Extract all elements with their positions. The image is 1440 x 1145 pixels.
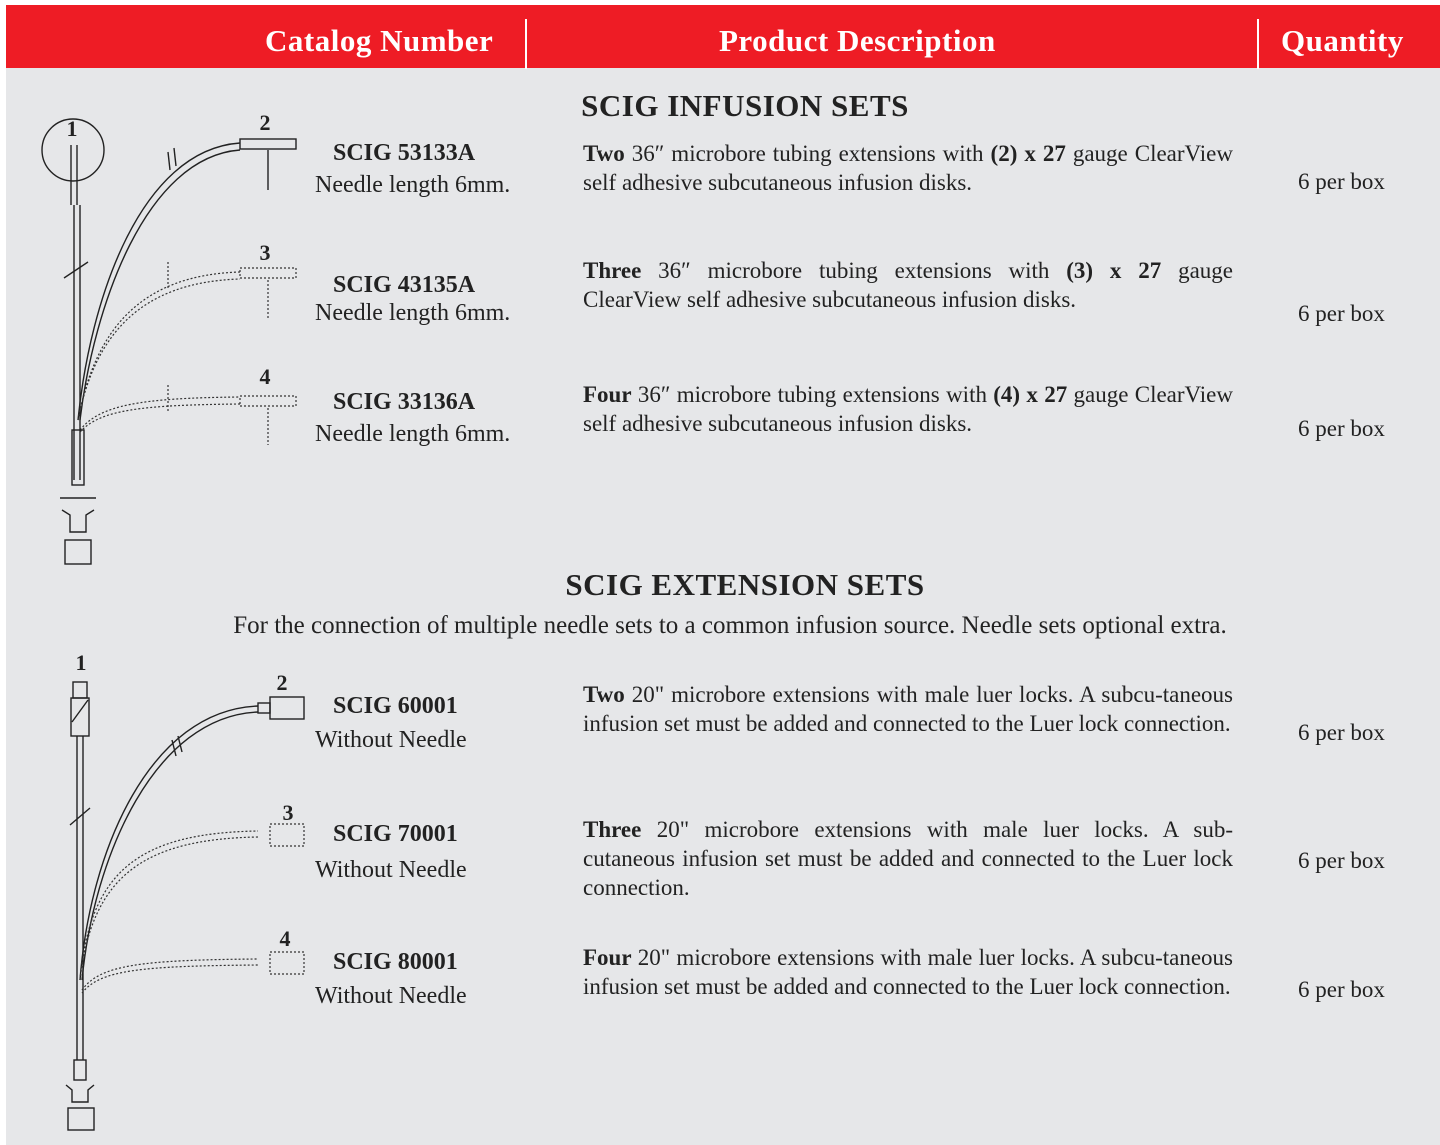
quantity: 6 per box: [1298, 848, 1385, 873]
column-header: Catalog Number: [265, 23, 494, 58]
column-header: Quantity: [1281, 23, 1404, 58]
catalog-note: Without Needle: [315, 983, 467, 1009]
diagram-label: 4: [260, 364, 271, 389]
description: Three 36″ microbore tubing extensions wi…: [583, 256, 1233, 314]
description-text: gauge ClearView self adhesive subcutaneo…: [583, 258, 1233, 312]
description-text: 20" microbore extensions with male luer …: [583, 817, 1233, 900]
diagram-label: 1: [67, 116, 78, 141]
separator: [525, 19, 527, 69]
description-text: Two: [583, 141, 625, 166]
quantity: 6 per box: [1298, 977, 1385, 1002]
diagram-label: 1: [76, 650, 87, 675]
description-text: 36″ microbore tubing extensions with: [641, 258, 1067, 283]
diagram-label: 2: [277, 670, 288, 695]
catalog-number: SCIG 33136A: [333, 389, 476, 415]
quantity: 6 per box: [1298, 169, 1385, 194]
separator: [1257, 19, 1259, 69]
description-text: gauge ClearView self adhesive subcutaneo…: [583, 141, 1233, 195]
description-text: Four: [583, 945, 632, 970]
catalog-note: Needle length 6mm.: [315, 421, 511, 447]
extension-diagram: [65, 681, 305, 1131]
description-text: gauge ClearView self adhesive subcutaneo…: [583, 382, 1233, 436]
catalog-note: Needle length 6mm.: [315, 300, 511, 326]
catalog-number: SCIG 43135A: [333, 272, 476, 298]
description-text: 20" microbore extensions with male luer …: [583, 682, 1233, 736]
infusion-diagram: [41, 118, 297, 565]
diagram-label: 2: [260, 110, 271, 135]
quantity: 6 per box: [1298, 301, 1385, 326]
catalog-note: Needle length 6mm.: [315, 172, 511, 198]
description: Four 36″ microbore tubing extensions wit…: [583, 380, 1233, 438]
description: Two 36″ microbore tubing extensions with…: [583, 139, 1233, 197]
diagram-label: 3: [283, 800, 294, 825]
description-text: 36″ microbore tubing extensions with: [631, 382, 994, 407]
description-text: (3) x 27: [1066, 258, 1162, 283]
catalog-number: SCIG 80001: [333, 949, 458, 975]
description-text: Two: [583, 682, 625, 707]
quantity: 6 per box: [1298, 416, 1385, 441]
section-subtitle: For the connection of multiple needle se…: [233, 612, 1227, 639]
description-text: Three: [583, 817, 642, 842]
column-header: Product Description: [719, 23, 996, 58]
quantity: 6 per box: [1298, 720, 1385, 745]
section-title: SCIG INFUSION SETS: [581, 88, 909, 123]
diagram-label: 4: [280, 926, 291, 951]
description: Two 20" microbore extensions with male l…: [583, 680, 1233, 738]
description-text: 36″ microbore tubing extensions with: [624, 141, 991, 166]
catalog-note: Without Needle: [315, 727, 467, 753]
description: Four 20" microbore extensions with male …: [583, 943, 1233, 1001]
catalog-number: SCIG 70001: [333, 821, 458, 847]
description-text: (2) x 27: [990, 141, 1066, 166]
header-bar: Catalog Number Product Description Quant…: [6, 5, 1440, 69]
description: Three 20" microbore extensions with male…: [583, 815, 1233, 902]
section-title: SCIG EXTENSION SETS: [565, 567, 925, 602]
diagram-label: 3: [260, 240, 271, 265]
catalog-note: Without Needle: [315, 857, 467, 883]
catalog-number: SCIG 60001: [333, 693, 458, 719]
description-text: Three: [583, 258, 642, 283]
description-text: Four: [583, 382, 632, 407]
catalog-number: SCIG 53133A: [333, 140, 476, 166]
description-text: 20" microbore extensions with male luer …: [583, 945, 1233, 999]
description-text: (4) x 27: [993, 382, 1068, 407]
